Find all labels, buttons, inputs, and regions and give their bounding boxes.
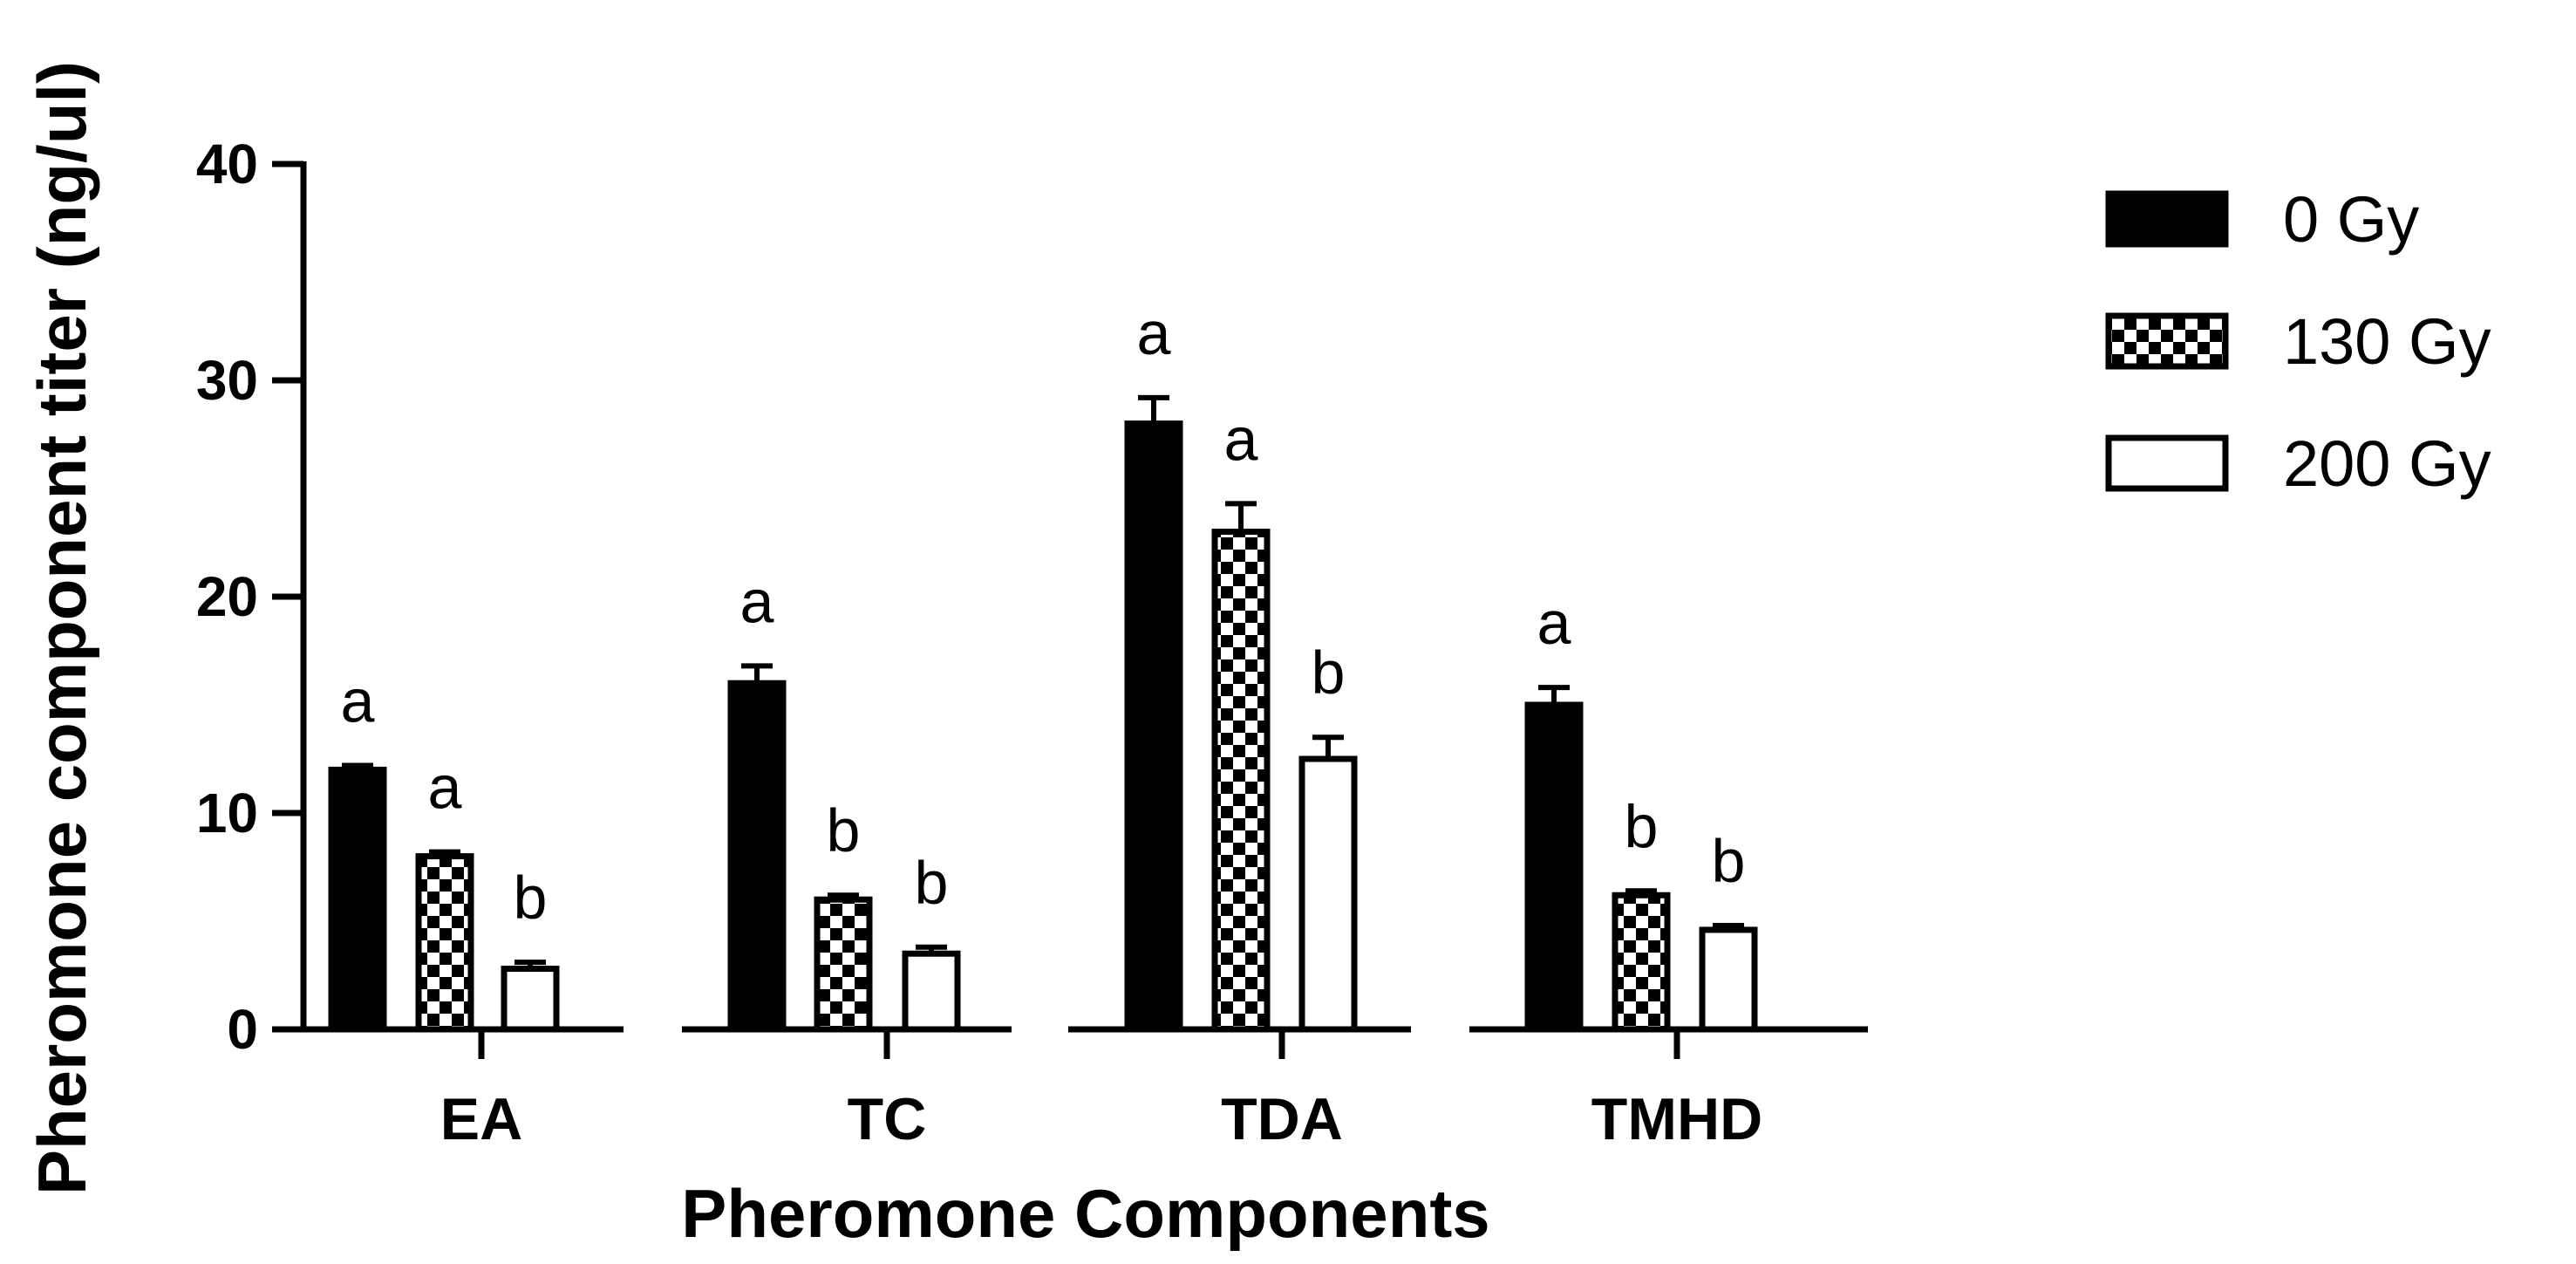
bar-130-gy-tmhd [1612,892,1671,1033]
significance-label: b [1625,792,1659,860]
significance-label: b [915,849,949,917]
y-tick-label: 20 [196,565,258,628]
axes-group: 0 10 20 30 40 EA TC TDA TMHD [196,133,1868,1152]
legend-swatch [2105,190,2229,248]
bar-0-gy-tc [727,680,787,1033]
significance-label: a [1224,405,1258,473]
category-label: EA [440,1086,522,1152]
significance-label: a [428,754,462,822]
category-label: TMHD [1591,1086,1762,1152]
bar-0-gy-ea [328,766,387,1033]
bar-130-gy-tda [1211,529,1271,1033]
significance-label: a [1537,589,1571,657]
legend: 0 Gy 130 Gy 200 Gy [2105,183,2491,500]
bar-200-gy-tda [1298,755,1358,1033]
category-label: TDA [1221,1086,1343,1152]
bar-130-gy-ea [415,853,474,1033]
significance-label: a [1137,299,1171,367]
bar-200-gy-ea [501,966,560,1033]
y-tick-label: 0 [227,998,258,1061]
bar-130-gy-tc [814,896,873,1033]
significance-label: a [740,567,774,635]
legend-label: 0 Gy [2283,183,2419,256]
bar-200-gy-tmhd [1699,926,1758,1033]
legend-label: 200 Gy [2283,427,2491,500]
significance-label: b [1312,639,1346,707]
bar-0-gy-tmhd [1524,701,1584,1033]
significance-label: b [827,796,861,864]
bar-0-gy-tda [1124,420,1183,1033]
bars-group [328,394,1758,1033]
significance-label: b [514,864,548,932]
significance-label: b [1712,827,1746,895]
y-tick-label: 40 [196,133,258,195]
legend-swatch [2105,312,2229,370]
y-tick-label: 30 [196,349,258,412]
significance-label: a [341,666,375,734]
y-axis-title: Pheromone component titer (ng/ul) [24,61,100,1195]
legend-label: 130 Gy [2283,305,2491,378]
category-label: TC [848,1086,927,1152]
y-tick-label: 10 [196,782,258,844]
x-axis-title: Pheromone Components [681,1175,1489,1252]
legend-swatch [2105,434,2229,492]
bar-200-gy-tc [902,950,961,1033]
